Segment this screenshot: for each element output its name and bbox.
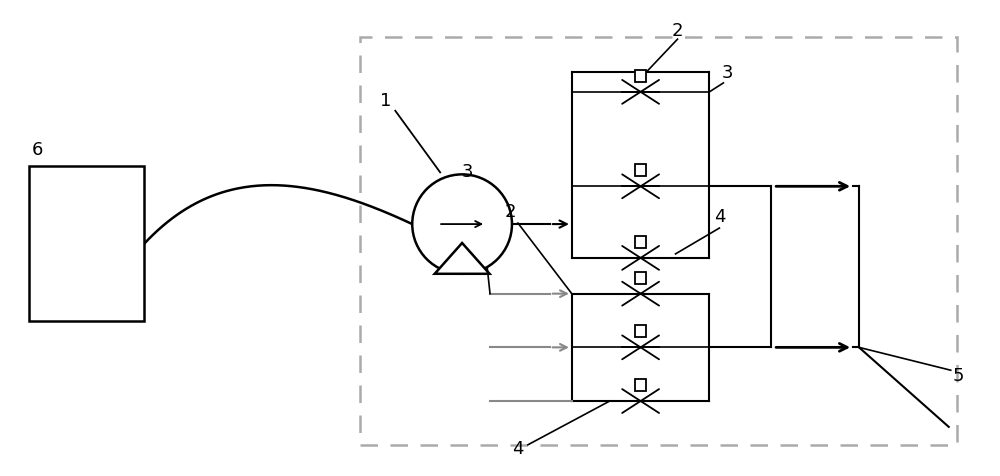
Text: 2: 2 xyxy=(505,203,516,221)
Text: 6: 6 xyxy=(31,141,43,159)
Bar xyxy=(635,236,646,248)
Text: 3: 3 xyxy=(721,64,733,82)
Bar xyxy=(635,70,646,82)
Text: 3: 3 xyxy=(462,163,474,181)
Circle shape xyxy=(412,175,512,274)
Bar xyxy=(635,326,646,337)
Text: 5: 5 xyxy=(953,367,964,384)
Polygon shape xyxy=(435,243,490,274)
Text: 4: 4 xyxy=(512,439,523,457)
Bar xyxy=(635,272,646,284)
Bar xyxy=(29,167,144,321)
Bar xyxy=(635,165,646,177)
Text: 2: 2 xyxy=(672,22,683,40)
Bar xyxy=(635,379,646,391)
Bar xyxy=(360,38,957,445)
Text: 1: 1 xyxy=(380,91,392,109)
Text: 4: 4 xyxy=(714,208,726,226)
